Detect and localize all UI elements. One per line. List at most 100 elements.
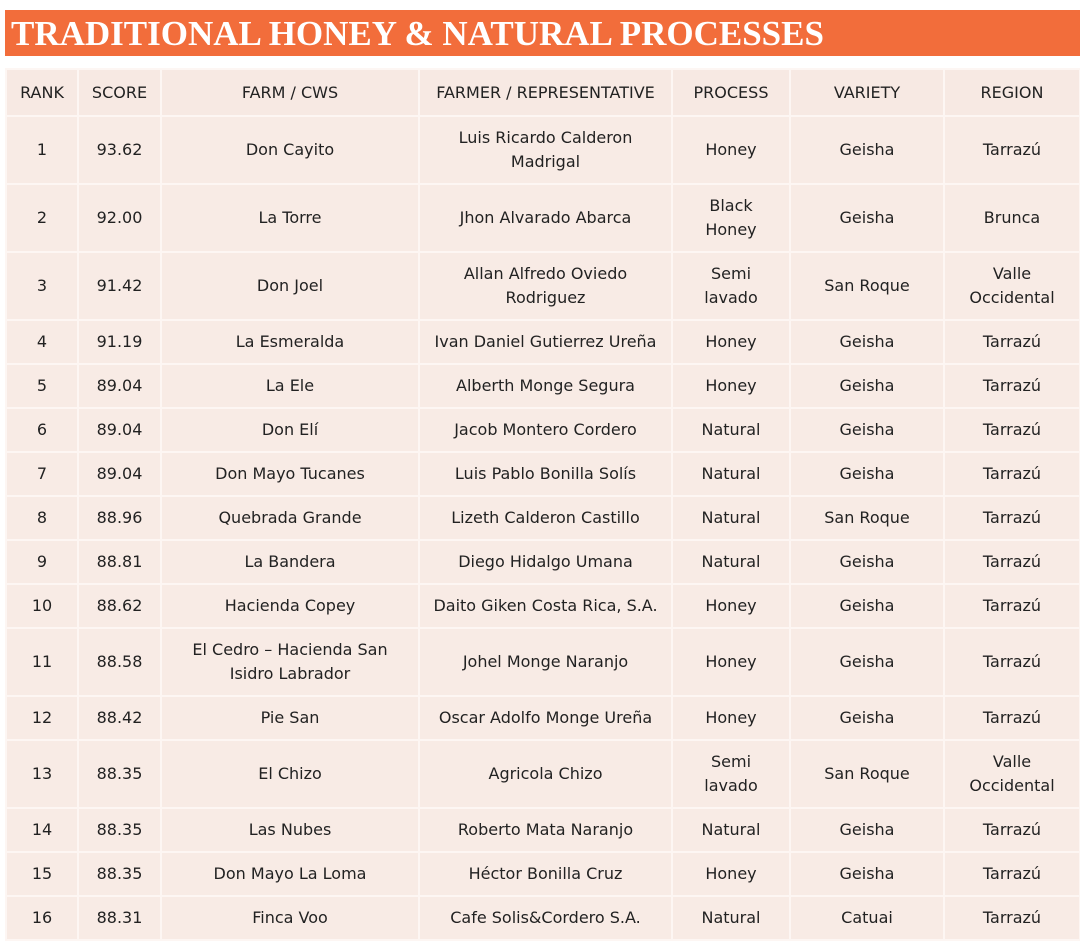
cell-text: 93.62 [96, 140, 143, 159]
table-cell: Honey [671, 851, 791, 897]
cell-text: Tarrazú [982, 820, 1042, 839]
table-cell: Geisha [789, 807, 945, 853]
table-cell: 7 [5, 451, 79, 497]
cell-text: Honey [705, 332, 757, 351]
cell-text: San Roque [824, 276, 910, 295]
table-row: 1 93.62 Don Cayito Luis Ricardo Calderon Mad… [5, 115, 1080, 185]
cell-text: 4 [36, 332, 48, 351]
cell-text: 88.35 [96, 764, 143, 783]
table-cell: Hacienda Copey [160, 583, 420, 629]
cell-text: Catuai [841, 908, 893, 927]
cell-text: Allan Alfredo Oviedo [463, 264, 628, 283]
table-row: 3 91.42 Don Joel Allan Alfredo Oviedo Rodrig… [5, 251, 1080, 321]
table-cell: Jhon Alvarado Abarca [418, 183, 673, 253]
cell-text: La Torre [258, 208, 322, 227]
table-cell: Semi lavado [671, 739, 791, 809]
cell-text: La Bandera [244, 552, 336, 571]
title-banner: TRADITIONAL HONEY & NATURAL PROCESSES [5, 10, 1080, 56]
table-cell: Honey [671, 583, 791, 629]
cell-text: Isidro Labrador [229, 664, 351, 683]
cell-text: Honey [705, 140, 757, 159]
table-cell: Honey [671, 319, 791, 365]
table-cell: San Roque [789, 739, 945, 809]
table-cell: Natural [671, 539, 791, 585]
table-cell: Don Mayo La Loma [160, 851, 420, 897]
cell-text: Natural [701, 508, 761, 527]
cell-text: Natural [701, 908, 761, 927]
cell-text: Don Mayo Tucanes [215, 464, 365, 483]
table-cell: 88.35 [77, 807, 162, 853]
table-row: 7 89.04 Don Mayo Tucanes Luis Pablo Bonilla… [5, 451, 1080, 497]
table-cell: 3 [5, 251, 79, 321]
cell-text: 88.35 [96, 864, 143, 883]
table-row: 2 92.00 La Torre Jhon Alvarado Abarca Black H… [5, 183, 1080, 253]
table-cell: Geisha [789, 539, 945, 585]
cell-text: Tarrazú [982, 908, 1042, 927]
cell-text: Diego Hidalgo Umana [458, 552, 633, 571]
table-cell: Tarrazú [943, 695, 1080, 741]
table-cell: Natural [671, 495, 791, 541]
cell-text: Tarrazú [982, 596, 1042, 615]
cell-text: lavado [704, 776, 758, 795]
cell-text: Geisha [839, 464, 895, 483]
table-cell: La Ele [160, 363, 420, 409]
cell-text: 88.35 [96, 820, 143, 839]
table-cell: Cafe Solis&Cordero S.A. [418, 895, 673, 941]
cell-text: Geisha [839, 552, 895, 571]
column-header: REGION [943, 68, 1080, 117]
table-cell: Tarrazú [943, 495, 1080, 541]
header-row: RANK SCORE FARM / CWS FARMER / REPRESENTATI… [5, 68, 1080, 117]
table-cell: 1 [5, 115, 79, 185]
cell-text: 10 [31, 596, 53, 615]
table-cell: 11 [5, 627, 79, 697]
table-cell: Honey [671, 363, 791, 409]
table-cell: El Chizo [160, 739, 420, 809]
cell-text: Tarrazú [982, 140, 1042, 159]
table-row: 16 88.31 Finca Voo Cafe Solis&Cordero S.A. N… [5, 895, 1080, 941]
table-cell: Tarrazú [943, 451, 1080, 497]
table-cell: 89.04 [77, 363, 162, 409]
table-cell: Tarrazú [943, 895, 1080, 941]
table-cell: Catuai [789, 895, 945, 941]
cell-text: Semi [710, 752, 752, 771]
cell-text: Natural [701, 820, 761, 839]
table-cell: Tarrazú [943, 363, 1080, 409]
table-cell: Tarrazú [943, 627, 1080, 697]
table-cell: Don Elí [160, 407, 420, 453]
cell-text: 7 [36, 464, 48, 483]
table-row: 15 88.35 Don Mayo La Loma Héctor Bonilla Cr… [5, 851, 1080, 897]
cell-text: Luis Ricardo Calderon [458, 128, 633, 147]
cell-text: 89.04 [96, 420, 143, 439]
cell-text: VARIETY [833, 82, 901, 102]
cell-text: Valle [992, 752, 1032, 771]
cell-text: San Roque [824, 508, 910, 527]
table-cell: Tarrazú [943, 539, 1080, 585]
cell-text: El Chizo [258, 764, 322, 783]
title: TRADITIONAL HONEY & NATURAL PROCESSES [11, 14, 824, 53]
table-cell: Geisha [789, 451, 945, 497]
cell-text: 2 [36, 208, 48, 227]
table-cell: 6 [5, 407, 79, 453]
table-cell: Luis Ricardo Calderon Madrigal [418, 115, 673, 185]
table-cell: Finca Voo [160, 895, 420, 941]
column-header: FARMER / REPRESENTATIVE [418, 68, 673, 117]
column-header: PROCESS [671, 68, 791, 117]
cell-text: Finca Voo [252, 908, 328, 927]
cell-text: Tarrazú [982, 376, 1042, 395]
table-cell: 88.35 [77, 851, 162, 897]
table-cell: Don Cayito [160, 115, 420, 185]
cell-text: Daito Giken Costa Rica, S.A. [433, 596, 658, 615]
cell-text: 88.81 [96, 552, 143, 571]
table-body: 1 93.62 Don Cayito Luis Ricardo Calderon Mad… [5, 115, 1080, 941]
table-cell: 88.42 [77, 695, 162, 741]
table-cell: Brunca [943, 183, 1080, 253]
table-cell: Valle Occidental [943, 251, 1080, 321]
table-row: 13 88.35 El Chizo Agricola Chizo Semi lavado S… [5, 739, 1080, 809]
table-cell: Johel Monge Naranjo [418, 627, 673, 697]
cell-text: Hacienda Copey [224, 596, 356, 615]
cell-text: Geisha [839, 652, 895, 671]
table-cell: Héctor Bonilla Cruz [418, 851, 673, 897]
table-cell: 2 [5, 183, 79, 253]
cell-text: Don Cayito [245, 140, 335, 159]
cell-text: Brunca [983, 208, 1041, 227]
